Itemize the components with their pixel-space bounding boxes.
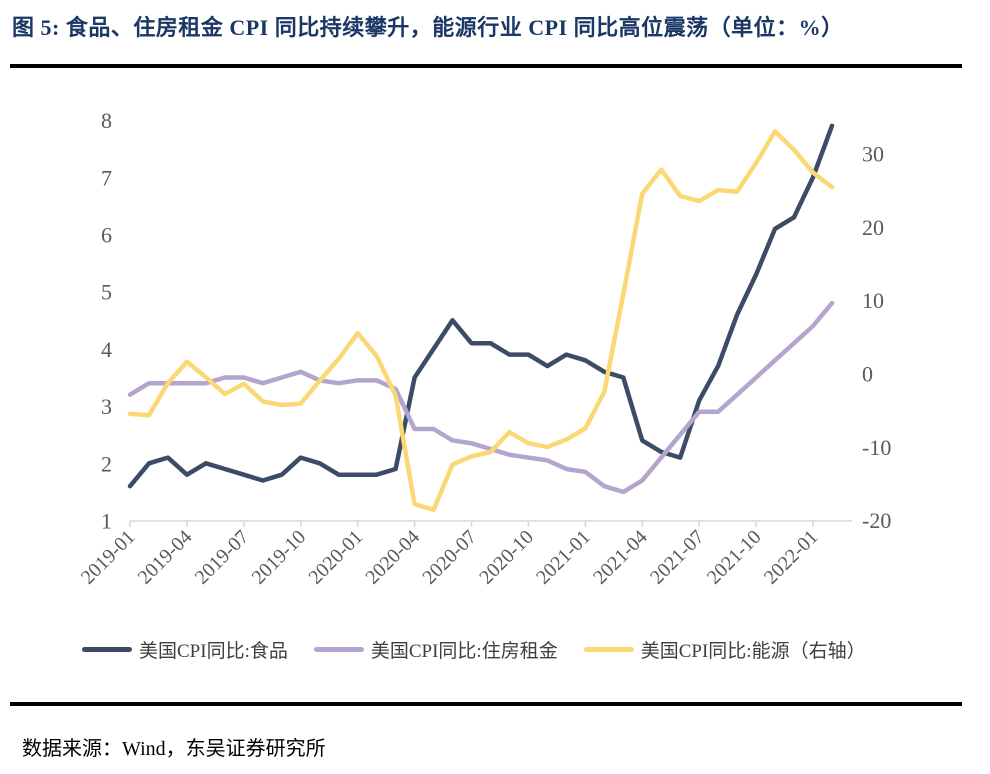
line-energy <box>127 129 835 513</box>
title-divider <box>10 64 962 68</box>
y-axis-right-label: 10 <box>862 288 884 313</box>
legend-swatch-food <box>82 647 132 652</box>
line-food <box>127 123 835 489</box>
x-axis-label: 2021-01 <box>532 526 595 589</box>
y-axis-left-label: 5 <box>101 280 112 305</box>
x-axis-label: 2019-10 <box>248 526 311 589</box>
y-axis-left-label: 2 <box>101 451 112 476</box>
line-rent <box>127 300 835 495</box>
y-axis-right-label: 30 <box>862 141 884 166</box>
y-axis-left-label: 3 <box>101 394 112 419</box>
x-axis-label: 2021-04 <box>589 526 652 589</box>
y-axis-left-label: 6 <box>101 223 112 248</box>
x-axis-label: 2022-01 <box>760 526 823 589</box>
y-axis-right-label: -20 <box>862 508 891 533</box>
legend-label-food: 美国CPI同比:食品 <box>139 641 288 662</box>
y-axis-right-label: -10 <box>862 435 891 460</box>
x-axis-label: 2021-10 <box>703 526 766 589</box>
legend-item-food: 美国CPI同比:食品 <box>82 636 288 663</box>
x-axis-label: 2020-07 <box>418 526 481 589</box>
y-axis-left-label: 7 <box>101 165 112 190</box>
legend-swatch-rent <box>313 647 364 652</box>
x-axis-label: 2019-04 <box>134 526 197 589</box>
data-source: 数据来源：Wind，东吴证券研究所 <box>22 738 326 760</box>
legend-item-energy: 美国CPI同比:能源（右轴） <box>583 636 866 663</box>
legend-item-rent: 美国CPI同比:住房租金 <box>313 636 558 663</box>
y-axis-left-label: 8 <box>101 108 112 133</box>
x-axis-label: 2019-01 <box>77 526 140 589</box>
footer-divider <box>10 702 962 706</box>
legend-label-rent: 美国CPI同比:住房租金 <box>370 641 558 662</box>
legend-swatch-energy <box>583 647 634 652</box>
x-axis-label: 2021-07 <box>646 526 709 589</box>
y-axis-right-label: 0 <box>862 362 873 387</box>
figure-title: 图 5: 食品、住房租金 CPI 同比持续攀升，能源行业 CPI 同比高位震荡（… <box>12 15 844 40</box>
x-axis-label: 2020-04 <box>361 526 424 589</box>
line-chart: 2019-012019-042019-072019-102020-012020-… <box>77 108 891 589</box>
y-axis-right-label: 20 <box>862 215 884 240</box>
x-axis-label: 2020-01 <box>304 526 367 589</box>
x-axis-label: 2020-10 <box>475 526 538 589</box>
y-axis-left-label: 1 <box>101 509 112 534</box>
x-axis-label: 2019-07 <box>191 526 254 589</box>
chart-legend: 美国CPI同比:食品 美国CPI同比:住房租金 美国CPI同比:能源（右轴） <box>82 636 866 663</box>
y-axis-left-label: 4 <box>101 337 112 362</box>
legend-label-energy: 美国CPI同比:能源（右轴） <box>640 641 866 662</box>
